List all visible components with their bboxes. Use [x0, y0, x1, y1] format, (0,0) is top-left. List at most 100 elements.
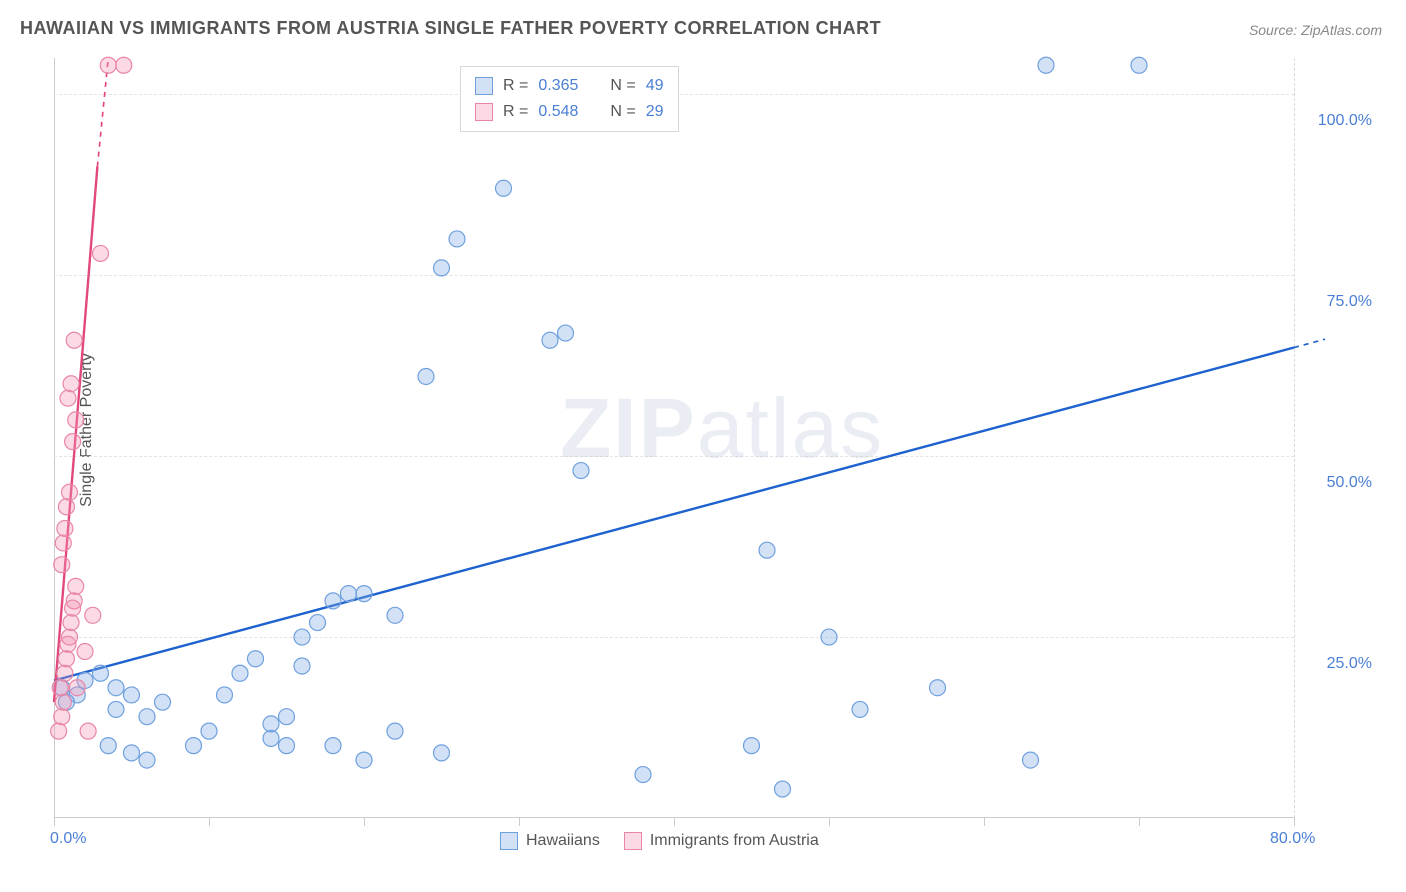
data-point	[1131, 57, 1147, 73]
data-point	[496, 180, 512, 196]
data-point	[341, 586, 357, 602]
x-tick-label: 0.0%	[50, 830, 86, 848]
data-point	[434, 260, 450, 276]
legend-n-label: N =	[610, 77, 635, 95]
legend-n-value: 29	[646, 103, 664, 121]
data-point	[58, 499, 74, 515]
data-point	[201, 723, 217, 739]
legend-correlation-row: R =0.548N =29	[475, 99, 664, 125]
x-tick-mark	[519, 818, 520, 826]
data-point	[108, 701, 124, 717]
data-point	[356, 752, 372, 768]
data-point	[52, 680, 68, 696]
data-point	[775, 781, 791, 797]
legend-r-label: R =	[503, 103, 528, 121]
data-point	[558, 325, 574, 341]
data-point	[418, 368, 434, 384]
scatter-svg	[54, 58, 1294, 818]
data-point	[186, 738, 202, 754]
data-point	[65, 434, 81, 450]
data-point	[310, 615, 326, 631]
data-point	[635, 767, 651, 783]
data-point	[573, 463, 589, 479]
chart-container: HAWAIIAN VS IMMIGRANTS FROM AUSTRIA SING…	[0, 0, 1406, 892]
data-point	[294, 658, 310, 674]
data-point	[263, 716, 279, 732]
data-point	[387, 723, 403, 739]
chart-title: HAWAIIAN VS IMMIGRANTS FROM AUSTRIA SING…	[20, 18, 881, 39]
y-tick-label: 25.0%	[1292, 655, 1372, 673]
data-point	[77, 644, 93, 660]
data-point	[54, 709, 70, 725]
data-point	[68, 412, 84, 428]
data-point	[93, 665, 109, 681]
x-tick-mark	[984, 818, 985, 826]
data-point	[63, 376, 79, 392]
data-point	[51, 723, 67, 739]
y-tick-label: 100.0%	[1292, 112, 1372, 130]
legend-series-label: Immigrants from Austria	[650, 832, 819, 850]
data-point	[100, 738, 116, 754]
data-point	[449, 231, 465, 247]
data-point	[124, 745, 140, 761]
data-point	[55, 535, 71, 551]
data-point	[116, 57, 132, 73]
legend-r-label: R =	[503, 77, 528, 95]
x-tick-mark	[829, 818, 830, 826]
data-point	[279, 738, 295, 754]
data-point	[66, 332, 82, 348]
data-point	[85, 607, 101, 623]
legend-correlation-row: R = 0.365 N = 49	[475, 73, 664, 99]
data-point	[759, 542, 775, 558]
data-point	[62, 484, 78, 500]
data-point	[80, 723, 96, 739]
x-tick-mark	[1294, 818, 1295, 826]
legend-r-value: 0.365	[538, 77, 578, 95]
trend-line-dashed	[97, 58, 108, 167]
data-point	[54, 557, 70, 573]
y-tick-label: 50.0%	[1292, 474, 1372, 492]
legend-n-value: 49	[646, 77, 664, 95]
legend-swatch	[475, 77, 493, 95]
data-point	[217, 687, 233, 703]
x-tick-label: 80.0%	[1270, 830, 1315, 848]
data-point	[100, 57, 116, 73]
y-tick-label: 75.0%	[1292, 293, 1372, 311]
data-point	[66, 593, 82, 609]
data-point	[139, 752, 155, 768]
data-point	[294, 629, 310, 645]
data-point	[387, 607, 403, 623]
data-point	[155, 694, 171, 710]
x-tick-mark	[364, 818, 365, 826]
legend-n-label: N =	[610, 103, 635, 121]
x-tick-mark	[674, 818, 675, 826]
correlation-legend: R =0.365N =49R =0.548N =29	[460, 66, 679, 132]
legend-swatch	[500, 832, 518, 850]
data-point	[62, 629, 78, 645]
data-point	[93, 245, 109, 261]
data-point	[248, 651, 264, 667]
data-point	[279, 709, 295, 725]
legend-series-item: Hawaiians	[500, 832, 600, 850]
data-point	[325, 738, 341, 754]
data-point	[744, 738, 760, 754]
data-point	[68, 578, 84, 594]
x-tick-mark	[1139, 818, 1140, 826]
data-point	[69, 680, 85, 696]
data-point	[232, 665, 248, 681]
data-point	[434, 745, 450, 761]
plot-right-edge	[1294, 58, 1295, 818]
data-point	[57, 520, 73, 536]
data-point	[1023, 752, 1039, 768]
data-point	[58, 651, 74, 667]
data-point	[542, 332, 558, 348]
data-point	[63, 615, 79, 631]
data-point	[263, 730, 279, 746]
data-point	[60, 390, 76, 406]
trend-line	[54, 348, 1294, 681]
data-point	[852, 701, 868, 717]
data-point	[821, 629, 837, 645]
trend-line-dashed	[1294, 339, 1325, 347]
series-legend: Hawaiians Immigrants from Austria	[500, 832, 819, 850]
data-point	[1038, 57, 1054, 73]
